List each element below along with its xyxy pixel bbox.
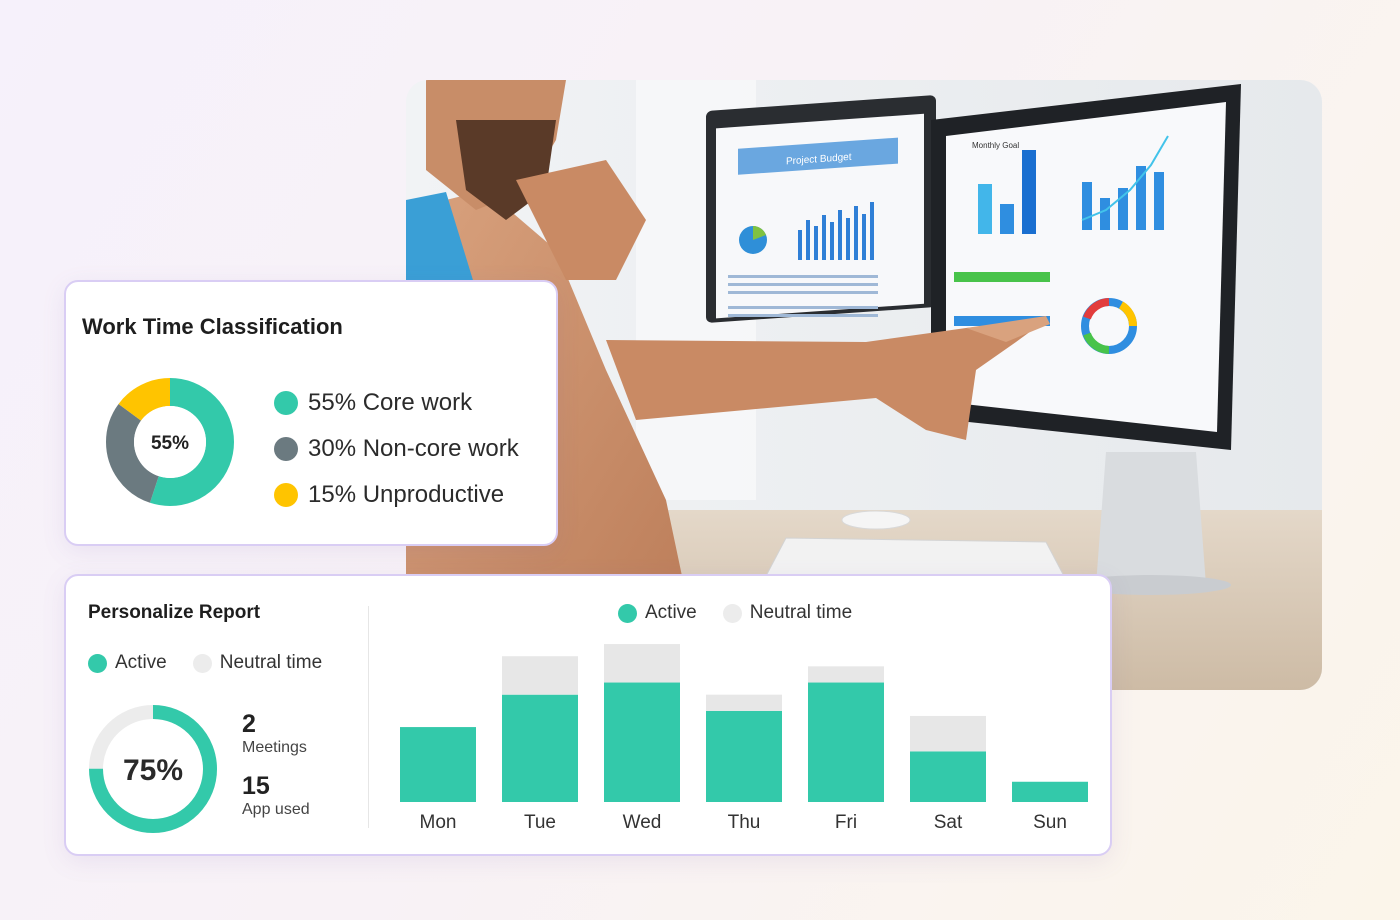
bar-mon-active (400, 727, 476, 802)
report-stats: 2 Meetings 15 App used (242, 710, 310, 834)
chart-active-dot (618, 603, 637, 623)
legend-unproductive: 15% Unproductive (274, 472, 519, 518)
screen-right-title: Monthly Goal (972, 141, 1019, 150)
bar-sun-active (1012, 781, 1088, 802)
non-core-work-dot (274, 437, 298, 461)
x-label-sun: Sun (1033, 812, 1067, 833)
x-label-fri: Fri (835, 812, 857, 833)
work-time-classification-card: Work Time Classification 55% 55% Core wo… (64, 280, 558, 546)
bar-thu-active (706, 710, 782, 802)
report-legend-active-label: Active (115, 652, 167, 673)
core-work-dot (274, 391, 298, 415)
work-time-legend: 55% Core work 30% Non-core work 15% Unpr… (274, 380, 519, 518)
report-legend-active: Active (88, 652, 167, 674)
ring-fill (89, 705, 217, 833)
apps-count: 15 (242, 772, 270, 800)
report-legend-neutral-label: Neutral time (219, 652, 323, 673)
card-divider (368, 606, 369, 828)
x-label-sat: Sat (934, 812, 963, 833)
donut-segment-non-core-work (106, 378, 234, 506)
meetings-count: 2 (242, 710, 256, 738)
chart-legend-neutral-label: Neutral time (749, 602, 853, 623)
x-label-mon: Mon (420, 812, 457, 833)
bar-wed-active (604, 682, 680, 802)
bar-sat-active (910, 751, 986, 802)
work-time-donut-chart: 55% (106, 378, 234, 506)
bar-tue-neutral (502, 656, 578, 695)
bar-fri-active (808, 682, 884, 802)
legend-non-core-work-label: 30% Non-core work (308, 435, 519, 462)
bar-thu-neutral (706, 694, 782, 711)
chart-legend-active-label: Active (645, 602, 697, 623)
weekly-bar-chart: Mon Tue Wed Thu Fri Sat Sun (400, 644, 1088, 833)
x-label-tue: Tue (524, 812, 556, 833)
report-title: Personalize Report (88, 602, 261, 623)
work-time-center-label: 55% (151, 433, 189, 454)
chart-neutral-dot (722, 603, 742, 623)
donut-segment-unproductive (106, 378, 234, 506)
legend-non-core-work: 30% Non-core work (274, 426, 519, 472)
bar-sat-neutral (910, 715, 986, 752)
chart-legend-active: Active (618, 602, 697, 624)
chart-legend: Active Neutral time (618, 602, 878, 624)
neutral-dot (192, 653, 212, 673)
hero-photo: Project Budget Monthly Goal (406, 80, 1322, 690)
report-legend-neutral: Neutral time (192, 652, 323, 674)
meetings-label: Meetings (242, 739, 307, 756)
active-progress-ring: 75% (89, 705, 217, 833)
chart-legend-neutral: Neutral time (722, 602, 853, 624)
x-label-wed: Wed (623, 812, 662, 833)
donut-hole (134, 406, 206, 478)
personalize-report-card: Personalize Report Active Neutral time 7… (64, 574, 1112, 856)
report-legend: Active Neutral time (88, 652, 348, 674)
bar-fri-neutral (808, 666, 884, 683)
legend-core-work-label: 55% Core work (308, 389, 473, 416)
active-dot (88, 653, 107, 673)
legend-core-work: 55% Core work (274, 380, 519, 426)
work-time-title: Work Time Classification (82, 314, 343, 339)
bar-tue-active (502, 694, 578, 802)
ring-label: 75% (123, 754, 183, 787)
apps-label: App used (242, 801, 310, 818)
bar-wed-neutral (604, 644, 680, 683)
legend-unproductive-label: 15% Unproductive (308, 481, 505, 508)
x-label-thu: Thu (728, 812, 761, 833)
unproductive-dot (274, 483, 298, 507)
person-at-monitors-photo: Project Budget Monthly Goal (406, 80, 1322, 690)
screen-left-title: Project Budget (786, 152, 852, 168)
